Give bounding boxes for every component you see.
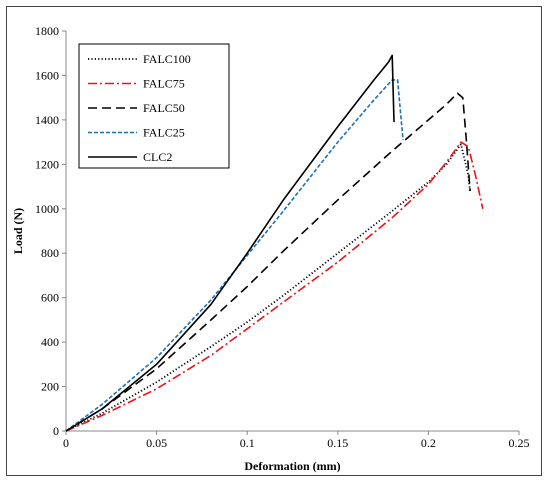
series-line-falc100 (65, 143, 471, 432)
y-tick-label: 1800 (35, 24, 59, 38)
legend-label-clc2: CLC2 (143, 150, 172, 164)
x-axis: 0 0.05 0.1 0.15 0.2 0.25 (63, 431, 530, 450)
y-tick-label: 400 (41, 335, 59, 349)
y-tick-label: 1000 (35, 202, 59, 216)
legend-label-falc50: FALC50 (143, 101, 185, 115)
y-tick-label: 1200 (35, 157, 59, 171)
x-tick-label: 0.15 (327, 436, 348, 450)
y-tick-label: 1400 (35, 113, 59, 127)
x-axis-label: Deformation (mm) (244, 459, 340, 473)
series-line-falc50 (65, 92, 471, 432)
series-line-falc25 (65, 79, 404, 432)
series-line-clc2 (65, 54, 395, 432)
x-tick-label: 0.2 (421, 436, 436, 450)
y-tick-label: 0 (53, 424, 59, 438)
y-tick-label: 1600 (35, 68, 59, 82)
x-tick-label: 0.05 (146, 436, 167, 450)
series-lines (65, 54, 484, 432)
plot-area (65, 31, 519, 432)
y-tick-label: 200 (41, 380, 59, 394)
legend: FALC100 FALC75 FALC50 FALC25 CLC2 (78, 43, 230, 169)
x-tick-label: 0.25 (509, 436, 530, 450)
x-tick-label: 0 (63, 436, 69, 450)
legend-box (78, 43, 230, 169)
y-tick-label: 800 (41, 246, 59, 260)
y-axis-label: Load (N) (11, 208, 25, 254)
legend-label-falc100: FALC100 (143, 52, 191, 66)
legend-label-falc75: FALC75 (143, 77, 185, 91)
legend-label-falc25: FALC25 (143, 126, 185, 140)
y-tick-label: 600 (41, 291, 59, 305)
series-line-falc75 (65, 141, 484, 432)
x-tick-label: 0.1 (240, 436, 255, 450)
y-axis: 0 200 400 600 800 1000 1200 1400 1600 1800 (35, 24, 66, 438)
